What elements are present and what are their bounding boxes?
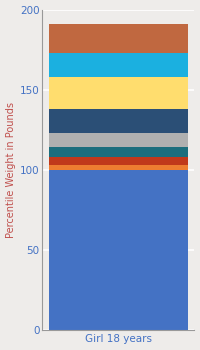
Bar	[49, 170, 188, 330]
Bar	[49, 147, 188, 157]
Bar	[49, 157, 188, 165]
Y-axis label: Percentile Weight in Pounds: Percentile Weight in Pounds	[6, 102, 16, 238]
Bar	[49, 53, 188, 77]
Bar	[49, 165, 188, 170]
Bar	[49, 133, 188, 147]
Bar	[49, 24, 188, 53]
Bar	[49, 77, 188, 109]
Bar	[49, 109, 188, 133]
